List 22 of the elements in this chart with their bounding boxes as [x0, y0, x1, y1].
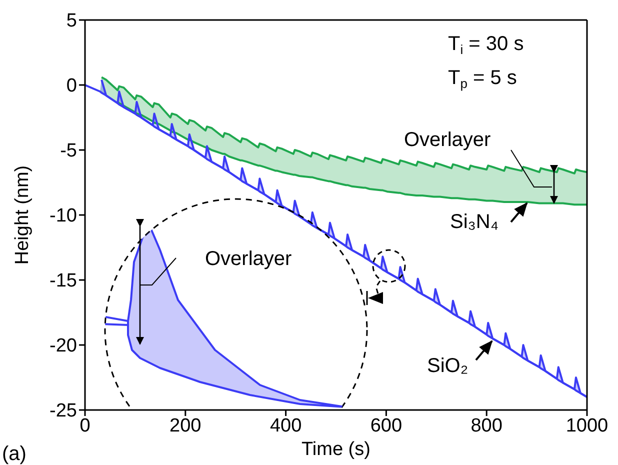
annotation: Overlayer: [205, 248, 292, 270]
annotation: Overlayer: [404, 129, 492, 151]
y-tick-label: -20: [50, 336, 77, 357]
x-tick-label: 0: [80, 415, 90, 436]
annotation: T$_{i}$ = 30 s: [448, 33, 524, 57]
x-axis-title: Time (s): [302, 439, 370, 460]
y-axis-title: Height (nm): [12, 165, 33, 265]
series-label: Si₃N₄: [450, 211, 499, 233]
y-tick-label: -5: [60, 140, 77, 162]
y-tick-label: -10: [50, 206, 77, 227]
annotation: T$_{p}$ = 5 s: [448, 67, 517, 91]
x-tick-label: 400: [270, 415, 302, 436]
x-tick-label: 200: [170, 415, 202, 436]
x-tick-label: 600: [370, 415, 402, 436]
y-tick-label: 5: [66, 10, 77, 32]
x-tick-label: 800: [470, 415, 502, 436]
series-label: SiO₂: [427, 355, 468, 377]
y-tick-label: -25: [50, 400, 77, 422]
y-tick-label: -15: [50, 270, 77, 292]
y-tick-label: 0: [66, 76, 77, 97]
text: (a): [2, 443, 26, 465]
x-tick-label: 1000: [566, 415, 608, 436]
